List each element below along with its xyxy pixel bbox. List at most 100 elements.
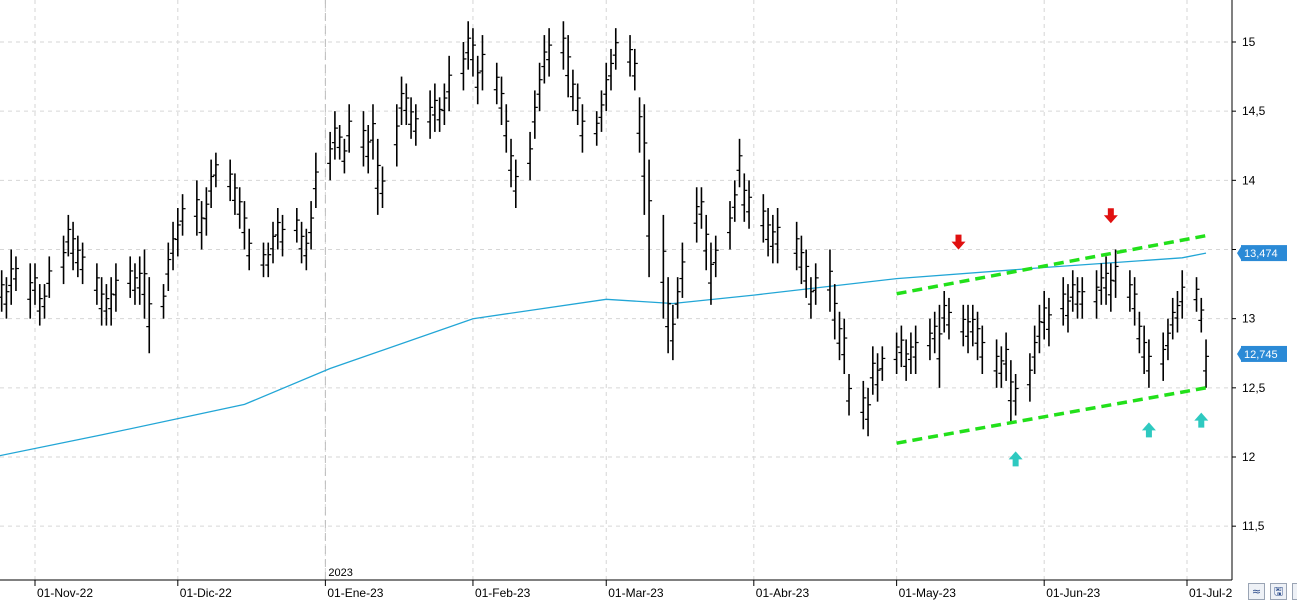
support-up-arrow <box>1008 451 1023 467</box>
price-bar <box>41 284 48 319</box>
save-icon: 🖫 <box>1273 585 1284 598</box>
price-bar <box>503 104 510 153</box>
price-bar <box>403 83 410 125</box>
price-bar <box>103 284 110 326</box>
price-bar <box>131 263 138 305</box>
price-bar <box>898 325 905 368</box>
price-bar <box>879 346 886 381</box>
price-bar <box>374 138 381 215</box>
price-bar <box>279 214 286 257</box>
price-bar <box>969 304 976 347</box>
x-tick-label: 01-Feb-23 <box>475 586 531 600</box>
price-bar <box>569 69 576 112</box>
year-label: 2023 <box>328 567 352 579</box>
price-bar <box>1098 263 1105 305</box>
price-bar <box>1179 270 1186 319</box>
moving-average-line <box>0 252 1207 457</box>
price-bar <box>65 214 72 257</box>
save-button[interactable]: 🖫 <box>1270 583 1287 600</box>
axes: 11,5 12 12,5 13 14 14,5 15 01-Nov-22 01-Dic-22 01… <box>0 0 1266 600</box>
price-bar <box>336 125 343 160</box>
resistance-down-arrow <box>1103 208 1118 224</box>
price-bar <box>698 187 705 229</box>
price-bar <box>531 90 538 139</box>
last-value-tags: 13,474 12,745 <box>1237 245 1287 362</box>
price-bar <box>769 214 776 264</box>
price-bar <box>70 221 77 271</box>
price-bar <box>298 221 305 264</box>
price-bar <box>1093 270 1100 319</box>
price-bar <box>1112 249 1119 298</box>
price-bar <box>474 55 481 105</box>
more-button[interactable] <box>1292 583 1297 600</box>
price-bar <box>265 242 272 278</box>
price-bar <box>727 201 734 250</box>
x-tick-label: 01-Mar-23 <box>608 586 664 600</box>
price-bar <box>179 194 186 236</box>
support-up-arrow <box>1194 412 1209 428</box>
price-bar <box>945 297 952 340</box>
x-tick-label: 01-Dic-22 <box>180 586 232 600</box>
price-bar <box>1193 277 1200 312</box>
price-bar <box>679 242 686 298</box>
price-bar <box>1198 297 1205 333</box>
indicators-button[interactable]: ≈ <box>1248 583 1265 600</box>
x-tick-label: 01-Jun-23 <box>1046 586 1100 600</box>
price-bar <box>32 263 38 305</box>
price-bar <box>441 83 448 125</box>
price-bar <box>608 48 614 91</box>
x-tick-label: 01-Ene-23 <box>327 586 383 600</box>
price-bar <box>760 194 767 243</box>
channel-upper-line <box>896 233 1207 296</box>
x-tick-label: 01-Nov-22 <box>37 586 93 600</box>
price-bar <box>574 83 581 125</box>
price-bar <box>512 159 519 208</box>
price-bar <box>60 235 67 285</box>
price-bar <box>712 235 719 278</box>
gridlines <box>0 0 1232 580</box>
price-bar <box>1003 332 1010 381</box>
x-tick-label: 01-May-23 <box>899 586 957 600</box>
price-bar <box>398 76 405 125</box>
x-tick-label: 01-Jul-2 <box>1189 586 1233 600</box>
price-bar <box>736 138 743 188</box>
price-bar <box>0 270 5 312</box>
price-bar <box>346 104 353 153</box>
price-bar <box>293 208 300 243</box>
price-bars-layer <box>0 21 1210 437</box>
price-bar <box>408 97 415 139</box>
price-bar <box>46 256 53 298</box>
price-bar <box>460 42 467 91</box>
price-bar <box>127 256 134 298</box>
price-bar <box>312 152 319 208</box>
price-bar <box>598 90 605 132</box>
price-bar <box>631 48 638 91</box>
price-bar <box>3 277 10 319</box>
price-bar <box>765 208 772 257</box>
support-up-arrow <box>1141 422 1156 438</box>
price-bar <box>231 173 238 215</box>
price-bar <box>198 201 205 250</box>
price-bar <box>931 311 938 354</box>
price-bar <box>579 104 586 153</box>
price-bar <box>146 277 153 354</box>
price-bar <box>807 277 814 319</box>
price-bar <box>308 201 315 250</box>
price-bar <box>665 277 672 354</box>
price-bar <box>826 249 833 312</box>
price-bar <box>427 90 434 139</box>
price-bar <box>907 332 914 374</box>
price-bar <box>498 76 505 125</box>
price-bar <box>541 35 548 84</box>
price-bar <box>369 104 376 160</box>
price-bar <box>1079 277 1086 319</box>
price-bar <box>627 35 634 77</box>
price-bar <box>993 339 1000 388</box>
price-bar <box>707 242 714 305</box>
price-bar <box>741 173 748 222</box>
price-bar <box>98 277 105 326</box>
price-bar <box>774 208 781 264</box>
price-bar <box>193 180 200 236</box>
